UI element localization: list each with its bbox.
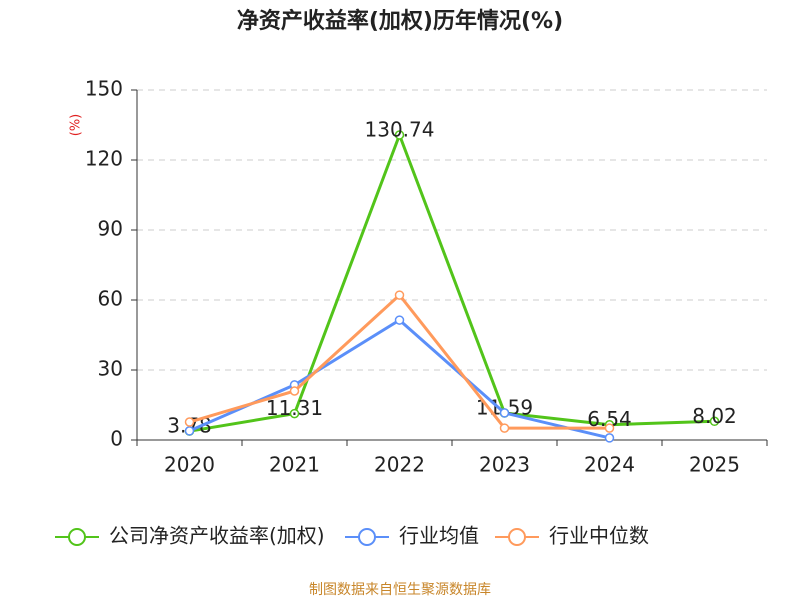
y-tick-label: 120 bbox=[85, 147, 123, 171]
series-line bbox=[189, 292, 610, 430]
data-point bbox=[289, 408, 300, 419]
x-tick-label: 2021 bbox=[269, 453, 320, 477]
legend-label: 行业均值 bbox=[399, 524, 479, 548]
series-line bbox=[189, 130, 715, 433]
data-point bbox=[394, 290, 405, 300]
source-note: 制图数据来自恒生聚源数据库 bbox=[309, 582, 491, 598]
data-point bbox=[604, 433, 615, 443]
x-tick-label: 2024 bbox=[584, 453, 635, 477]
legend-label: 公司净资产收益率(加权) bbox=[109, 524, 325, 548]
y-tick-label: 150 bbox=[85, 77, 123, 101]
y-tick-label: 60 bbox=[98, 287, 123, 311]
data-point bbox=[184, 417, 195, 427]
x-tick-label: 2025 bbox=[689, 453, 740, 477]
x-tick-label: 2022 bbox=[374, 453, 425, 477]
y-tick-label: 90 bbox=[98, 217, 123, 241]
data-point bbox=[604, 423, 615, 433]
data-point bbox=[394, 130, 405, 140]
data-point bbox=[394, 315, 405, 325]
y-tick-label: 30 bbox=[98, 357, 123, 381]
data-point bbox=[289, 386, 300, 396]
legend-label: 行业中位数 bbox=[549, 524, 649, 548]
legend-marker bbox=[358, 528, 376, 546]
data-point bbox=[709, 416, 720, 427]
chart-title: 净资产收益率(加权)历年情况(%) bbox=[237, 8, 563, 34]
x-tick-label: 2020 bbox=[164, 453, 215, 477]
value-label: 11.31 bbox=[266, 396, 323, 420]
y-axis-label: (%) bbox=[69, 114, 84, 137]
value-label: 8.02 bbox=[692, 404, 737, 428]
data-point bbox=[184, 426, 195, 436]
y-tick-label: 0 bbox=[110, 427, 123, 451]
value-label: 130.74 bbox=[365, 117, 435, 141]
legend-marker bbox=[508, 528, 526, 546]
legend-marker bbox=[68, 528, 86, 546]
data-point bbox=[499, 423, 510, 433]
x-tick-label: 2023 bbox=[479, 453, 530, 477]
data-point bbox=[499, 408, 510, 418]
